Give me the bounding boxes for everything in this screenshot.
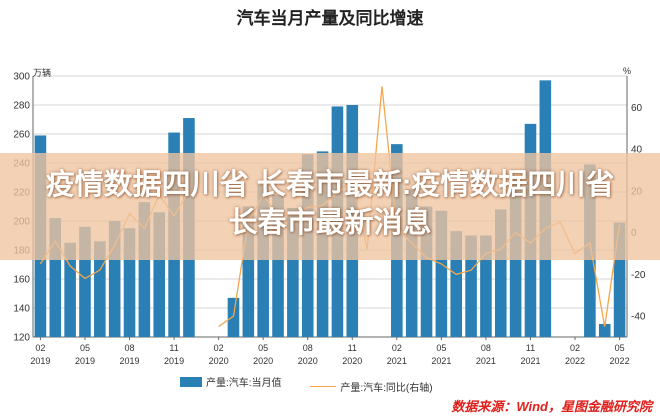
- bar-production: [598, 323, 611, 337]
- legend-line-swatch: [310, 385, 337, 387]
- y-left-tick-label: 120: [13, 333, 30, 344]
- legend-label-line: 产量:汽车:同比(右轴): [340, 382, 433, 394]
- x-tick-month: 11: [526, 343, 535, 353]
- y-left-tick-label: 160: [13, 275, 30, 286]
- bar-production: [108, 221, 121, 337]
- y-left-tick-label: 300: [13, 72, 30, 83]
- legend-label-bar: 产量:汽车:当月值: [206, 378, 282, 389]
- legend-item-line: 产量:汽车:同比(右轴): [310, 379, 433, 394]
- x-tick-month: 05: [80, 343, 90, 353]
- x-tick-year: 2022: [610, 356, 630, 366]
- x-tick-year: 2020: [342, 356, 362, 366]
- bar-production: [153, 212, 166, 337]
- bar-production: [405, 189, 418, 337]
- overlay-banner: [0, 153, 660, 260]
- y-right-tick-label: -20: [631, 270, 646, 281]
- y-right-tick-label: -40: [631, 312, 646, 323]
- x-tick-year: 2019: [75, 356, 95, 366]
- x-tick-month: 08: [303, 343, 313, 353]
- bar-production: [49, 218, 62, 337]
- y-left-tick-label: 280: [13, 101, 30, 112]
- bar-production: [613, 222, 626, 337]
- bar-production: [494, 209, 507, 337]
- x-tick-month: 05: [436, 343, 446, 353]
- x-tick-month: 02: [392, 343, 402, 353]
- x-tick-year: 2021: [431, 356, 451, 366]
- chart-legend: 产量:汽车:当月值 产量:汽车:同比(右轴): [180, 374, 459, 394]
- source-note: 数据来源：Wind，星图金融研究院: [451, 399, 652, 414]
- y-left-tick-label: 140: [13, 304, 30, 315]
- x-tick-year: 2019: [164, 356, 184, 366]
- x-tick-year: 2021: [476, 356, 496, 366]
- bar-production: [138, 202, 151, 337]
- left-axis-unit: 万辆: [33, 68, 52, 78]
- y-left-tick-label: 260: [13, 130, 30, 141]
- bar-production: [435, 210, 448, 337]
- bar-production: [64, 242, 76, 337]
- right-axis-unit: %: [623, 66, 632, 76]
- legend-bar-swatch: [180, 376, 202, 387]
- x-tick-month: 05: [258, 343, 268, 353]
- x-tick-month: 08: [481, 343, 491, 353]
- x-tick-month: 05: [615, 343, 625, 353]
- bar-production: [465, 235, 477, 337]
- bar-production: [420, 206, 433, 337]
- bar-production: [79, 226, 91, 337]
- x-tick-month: 08: [125, 343, 135, 353]
- x-tick-month: 11: [348, 343, 357, 353]
- x-tick-month: 11: [169, 343, 178, 353]
- x-tick-year: 2021: [520, 356, 540, 366]
- bar-production: [450, 231, 463, 337]
- y-right-tick-label: 40: [631, 145, 643, 156]
- x-tick-year: 2019: [30, 356, 50, 366]
- bar-production: [272, 194, 284, 337]
- bar-production: [94, 241, 106, 337]
- overlay-headline: 疫情数据四川省 长春市最新:疫情数据四川省 长春市最新消息: [45, 169, 615, 239]
- bar-production: [287, 207, 299, 337]
- x-tick-year: 2019: [120, 356, 140, 366]
- bar-production: [227, 297, 240, 337]
- y-right-tick-label: 60: [631, 103, 643, 114]
- x-tick-month: 02: [214, 343, 224, 353]
- bar-production: [480, 235, 492, 337]
- legend-item-bar: 产量:汽车:当月值: [180, 374, 282, 389]
- bar-production: [123, 228, 136, 337]
- x-tick-year: 2020: [209, 356, 229, 366]
- x-tick-year: 2022: [565, 356, 585, 366]
- x-tick-year: 2020: [253, 356, 273, 366]
- x-tick-year: 2020: [298, 356, 318, 366]
- bar-production: [242, 206, 255, 337]
- x-tick-month: 02: [35, 343, 45, 353]
- chart-title: 汽车当月产量及同比增速: [236, 9, 424, 28]
- bar-production: [257, 184, 269, 337]
- x-tick-year: 2021: [387, 356, 407, 366]
- x-tick-month: 02: [570, 343, 580, 353]
